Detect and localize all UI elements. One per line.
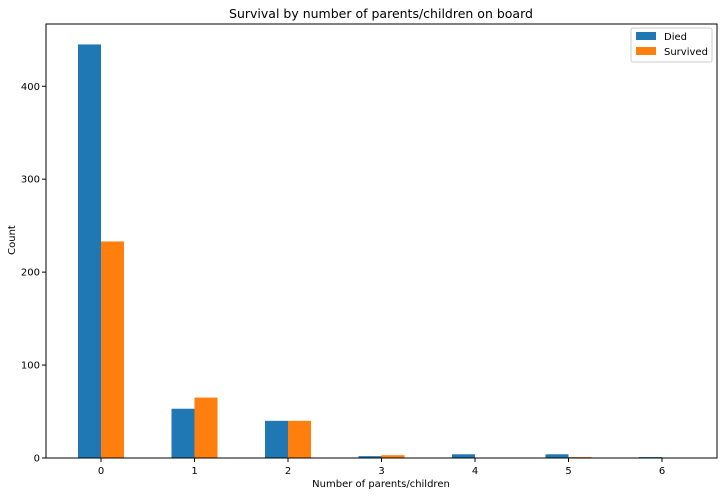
x-axis-label: Number of parents/children (312, 479, 450, 490)
bar-died-0 (78, 44, 101, 458)
legend-label-survived: Survived (664, 47, 708, 58)
bar-died-1 (171, 408, 195, 458)
chart-title: Survival by number of parents/children o… (229, 6, 533, 21)
x-tick-label: 2 (285, 466, 291, 477)
bar-died-3 (358, 456, 382, 458)
x-tick-label: 6 (659, 466, 665, 477)
bar-survived-0 (101, 241, 124, 458)
legend: Died Survived (630, 27, 713, 63)
legend-swatch-died (636, 32, 656, 40)
y-tick-label: 200 (21, 268, 40, 279)
x-tick-label: 3 (378, 466, 384, 477)
y-tick-label: 100 (21, 361, 40, 372)
x-tick-label: 0 (98, 466, 104, 477)
y-axis-label: Count (7, 225, 18, 255)
bar-died-4 (452, 454, 475, 458)
bar-survived-3 (381, 455, 405, 458)
y-tick-label: 400 (21, 82, 40, 93)
bar-died-2 (265, 420, 288, 458)
bar-survived-1 (194, 397, 218, 458)
legend-swatch-survived (636, 47, 656, 55)
y-tick-label: 0 (34, 454, 40, 465)
x-tick-label: 4 (472, 466, 478, 477)
x-ticks-group: 0 1 2 3 4 5 6 (98, 458, 665, 477)
x-tick-label: 5 (565, 466, 571, 477)
bar-survived-2 (288, 420, 311, 458)
y-tick-label: 300 (21, 175, 40, 186)
legend-label-died: Died (664, 32, 687, 43)
bars-group (78, 44, 662, 458)
x-tick-label: 1 (191, 466, 197, 477)
y-ticks-group: 0 100 200 300 400 (21, 82, 46, 465)
plot-frame (45, 23, 718, 459)
bar-died-5 (545, 454, 569, 458)
